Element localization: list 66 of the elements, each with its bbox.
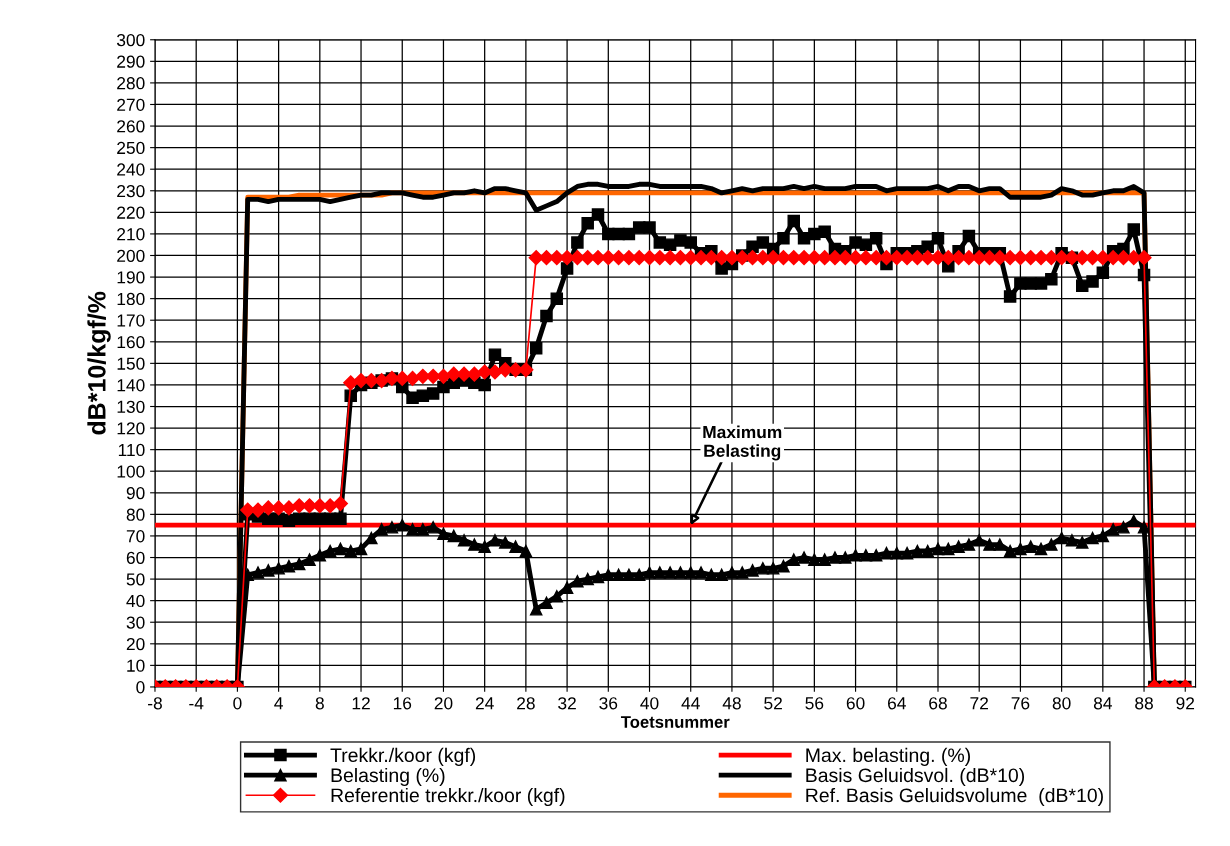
y-tick-label: 190 <box>117 271 145 284</box>
x-tick-label: 60 <box>846 697 865 710</box>
x-tick-label: 72 <box>970 697 988 710</box>
y-tick-label: 290 <box>117 55 145 68</box>
x-tick-label: 92 <box>1176 697 1195 710</box>
x-tick-label: -8 <box>148 697 162 710</box>
x-tick-label: 36 <box>599 697 618 710</box>
x-tick-label: 48 <box>722 697 741 710</box>
y-tick-label: 130 <box>117 400 145 413</box>
x-tick-label: 4 <box>274 697 283 710</box>
y-tick-label: 200 <box>117 249 145 262</box>
x-tick-label: 80 <box>1052 697 1071 710</box>
x-tick-label: -4 <box>189 697 204 710</box>
x-tick-label: 68 <box>929 697 947 710</box>
x-tick-label: 88 <box>1135 697 1153 710</box>
y-tick-label: 140 <box>117 379 145 392</box>
legend-label: Max. belasting. (%) <box>806 747 970 766</box>
y-tick-label: 120 <box>117 422 145 435</box>
x-tick-label: 0 <box>233 697 242 710</box>
y-axis-title: dB*10/kgf/% <box>87 291 111 435</box>
y-tick-label: 40 <box>126 594 145 608</box>
y-tick-label: 90 <box>126 486 145 500</box>
legend-label: Referentie trekkr./koor (kgf) <box>331 787 565 807</box>
y-tick-label: 100 <box>117 465 145 478</box>
y-tick-label: 30 <box>126 616 145 629</box>
legend-label: Basis Geluidsvol. (dB*10) <box>806 767 1025 786</box>
y-tick-label: 180 <box>117 292 145 306</box>
x-tick-label: 12 <box>352 697 370 710</box>
y-tick-label: 270 <box>117 98 145 111</box>
legend-label: Ref. Basis Geluidsvolume (dB*10) <box>806 787 1103 807</box>
y-tick-label: 20 <box>126 637 145 651</box>
y-tick-label: 70 <box>126 530 145 543</box>
x-tick-label: 16 <box>393 697 412 710</box>
y-tick-label: 170 <box>117 314 145 327</box>
x-tick-label: 20 <box>434 697 453 710</box>
x-tick-label: 28 <box>517 697 535 710</box>
y-tick-label: 50 <box>126 573 145 586</box>
y-tick-label: 230 <box>117 184 145 198</box>
legend-label: Trekkr./koor (kgf) <box>330 747 476 766</box>
x-tick-label: 44 <box>681 697 700 710</box>
y-tick-label: 280 <box>117 77 145 90</box>
y-tick-label: 300 <box>116 33 145 47</box>
x-tick-label: 8 <box>315 697 324 710</box>
y-tick-label: 260 <box>117 120 145 133</box>
x-tick-label: 52 <box>764 697 782 710</box>
x-tick-label: 56 <box>805 697 824 710</box>
x-tick-label: 32 <box>558 697 576 710</box>
y-tick-label: 240 <box>117 163 145 176</box>
y-tick-label: 80 <box>126 508 145 521</box>
y-tick-label: 10 <box>127 659 145 672</box>
y-tick-label: 60 <box>126 551 145 564</box>
x-tick-label: 84 <box>1093 697 1112 710</box>
y-tick-label: 220 <box>117 206 145 219</box>
y-tick-label: 0 <box>136 681 145 694</box>
y-tick-label: 160 <box>117 335 145 349</box>
legend-label: Belasting (%) <box>331 767 445 787</box>
x-tick-label: 64 <box>888 697 906 710</box>
x-tick-label: 76 <box>1011 697 1030 710</box>
x-tick-label: 40 <box>640 697 659 710</box>
x-tick-label: 24 <box>475 697 494 710</box>
y-tick-label: 250 <box>117 141 145 155</box>
x-axis-title: Toetsnummer <box>620 716 730 728</box>
annotation: Maximum Belasting <box>703 425 782 461</box>
y-tick-label: 150 <box>117 357 145 370</box>
y-tick-label: 210 <box>117 228 145 241</box>
y-tick-label: 110 <box>118 443 145 457</box>
